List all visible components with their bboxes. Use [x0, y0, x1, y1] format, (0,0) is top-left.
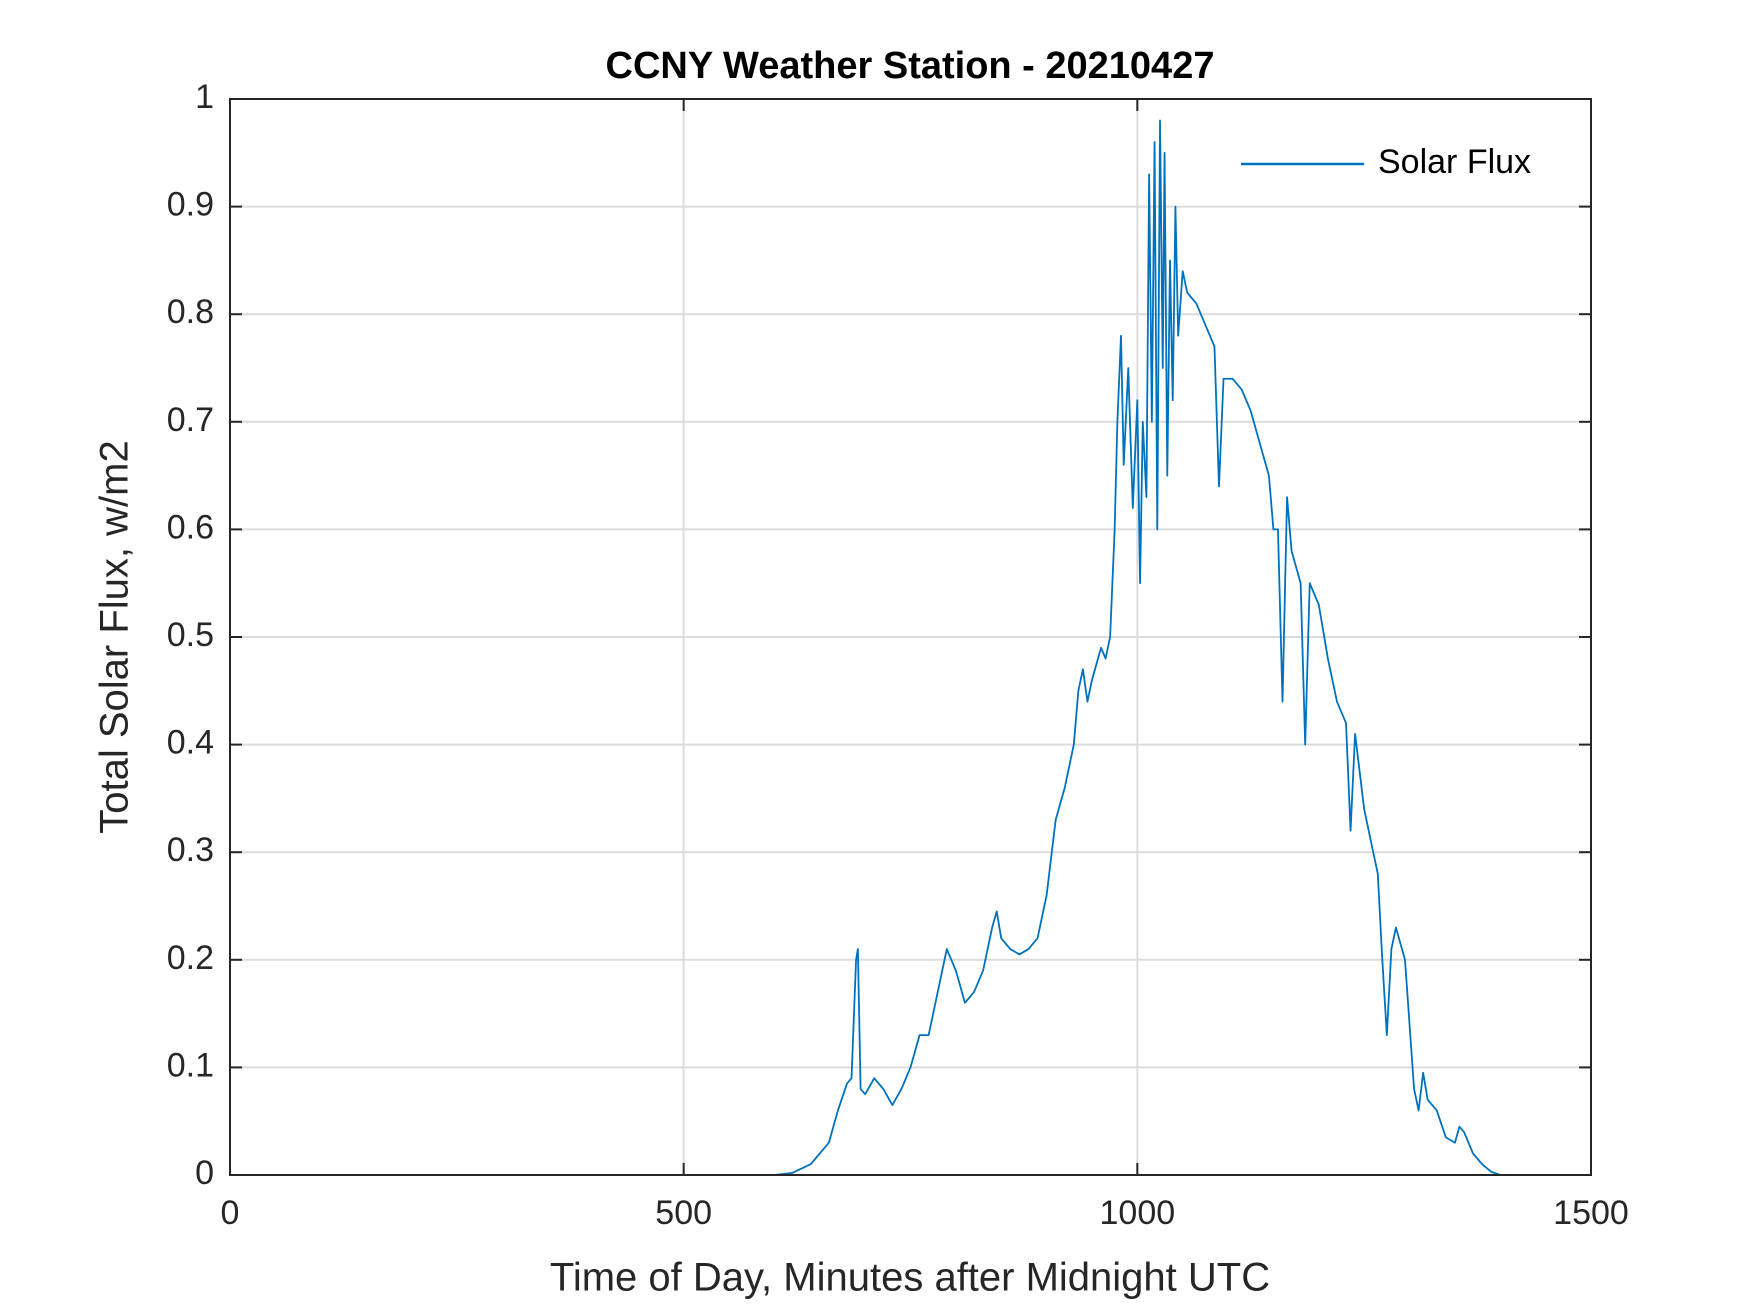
- y-tick-label: 0.8: [167, 293, 214, 331]
- x-tick-label: 0: [221, 1194, 240, 1232]
- legend-label: Solar Flux: [1378, 143, 1531, 181]
- plot-frame: [229, 98, 1592, 1176]
- y-tick-label: 0.4: [167, 724, 214, 762]
- x-tick-label: 1000: [1100, 1194, 1176, 1232]
- x-axis-label: Time of Day, Minutes after Midnight UTC: [550, 1256, 1270, 1300]
- y-tick-label: 0.6: [167, 508, 214, 546]
- y-tick-label: 0: [195, 1154, 214, 1192]
- y-tick-label: 0.1: [167, 1046, 214, 1084]
- y-axis-label: Total Solar Flux, w/m2: [93, 440, 137, 833]
- data-line: [230, 119, 1537, 1176]
- x-tick-label: 500: [655, 1194, 712, 1232]
- y-tick-label: 0.3: [167, 831, 214, 869]
- y-tick-label: 1: [195, 78, 214, 116]
- y-tick-label: 0.7: [167, 401, 214, 439]
- chart-title: CCNY Weather Station - 20210427: [606, 45, 1215, 87]
- y-tick-label: 0.2: [167, 939, 214, 977]
- y-tick-label: 0.9: [167, 186, 214, 224]
- x-tick-label: 1500: [1553, 1194, 1629, 1232]
- y-tick-label: 0.5: [167, 616, 214, 654]
